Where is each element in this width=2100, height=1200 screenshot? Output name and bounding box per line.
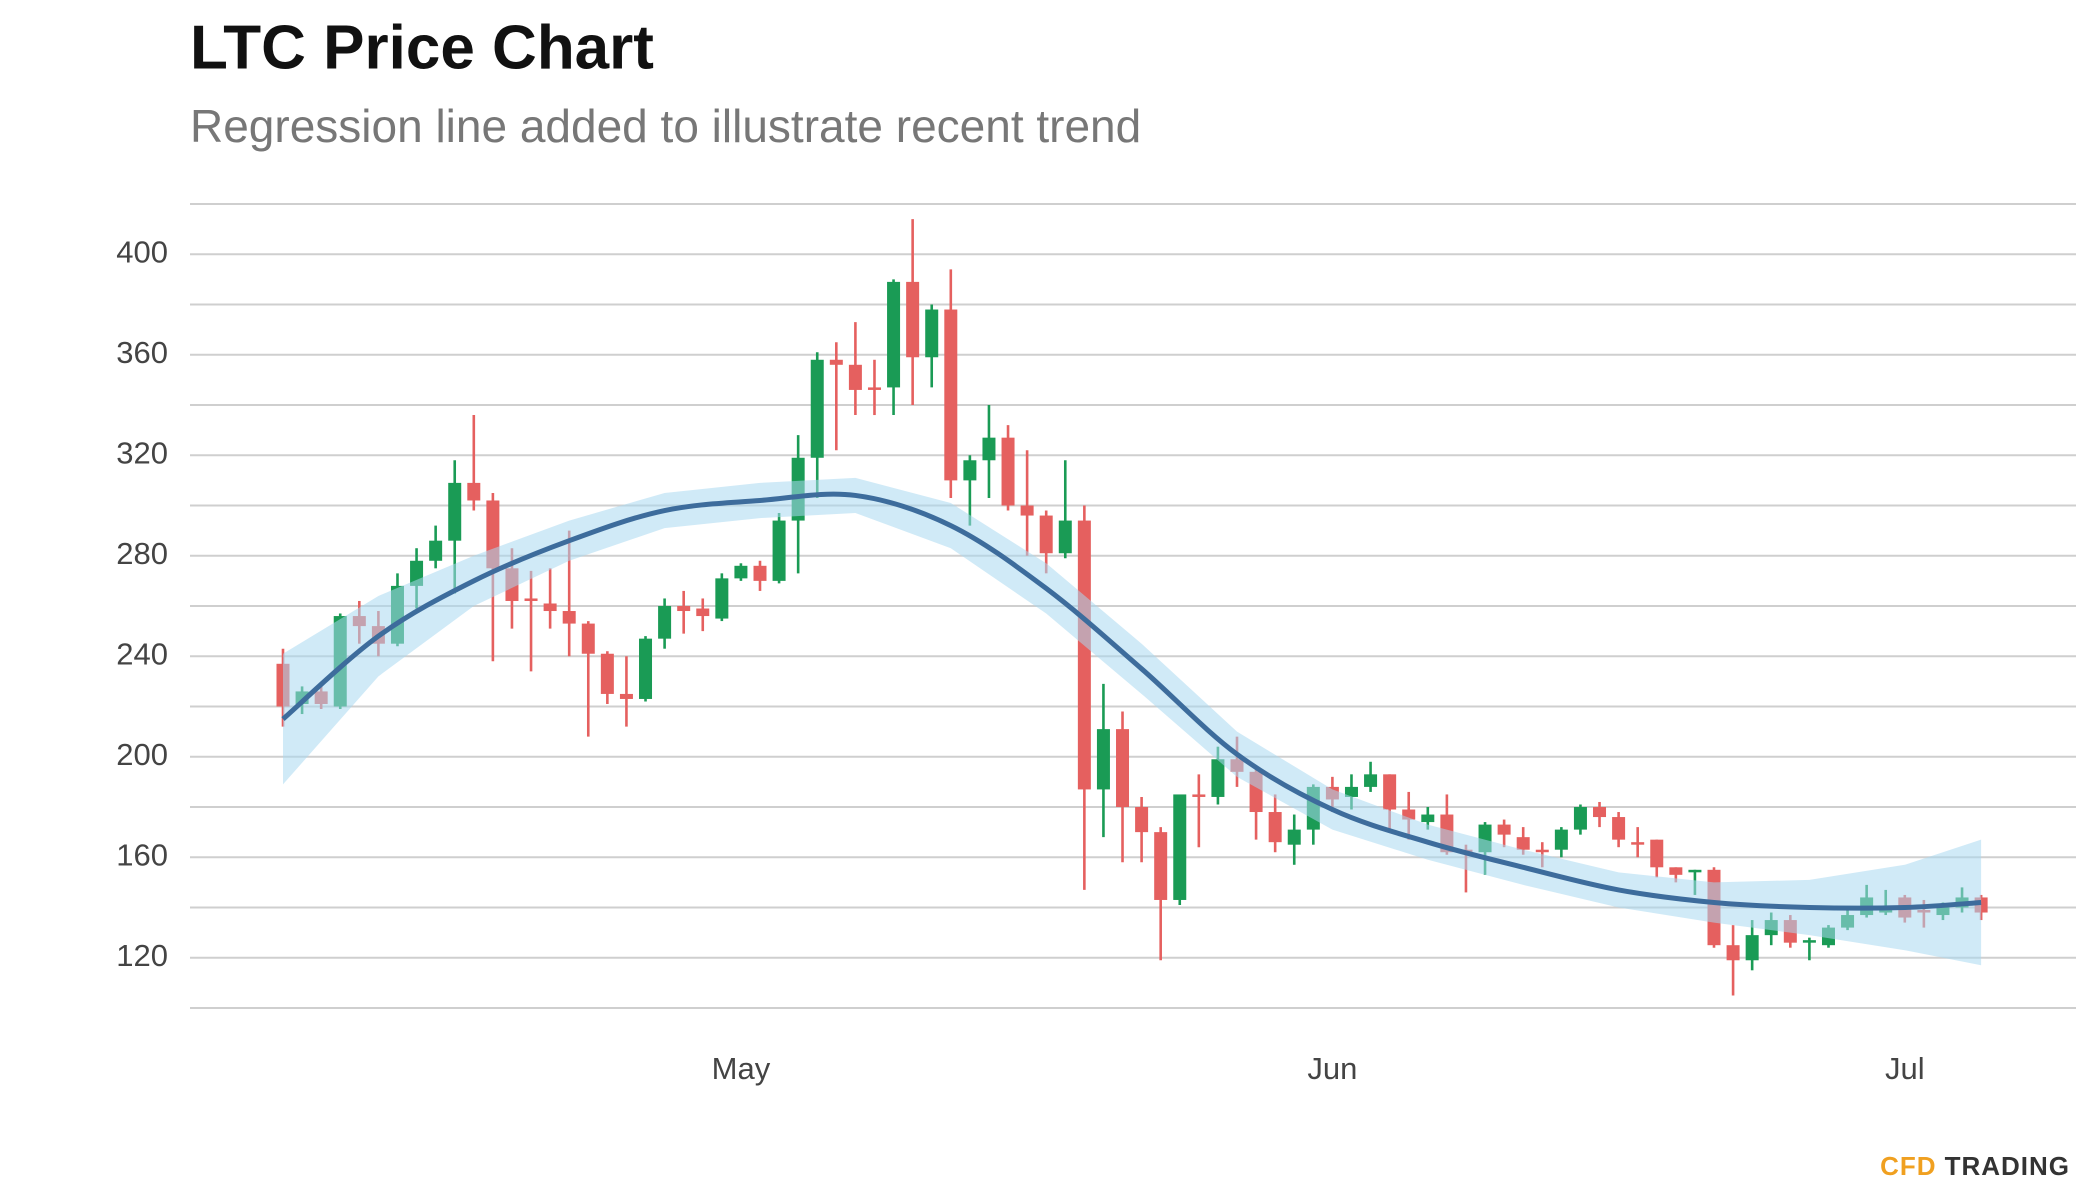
candle-body	[1116, 729, 1130, 807]
candle-body	[1612, 817, 1626, 840]
candle-body	[1421, 814, 1435, 823]
candle-body	[562, 611, 576, 624]
candle-body	[1726, 945, 1740, 961]
candle-body	[1688, 869, 1702, 873]
y-tick-label: 160	[116, 837, 168, 872]
candle-body	[1039, 515, 1053, 554]
candle-body	[677, 606, 691, 612]
candle-body	[906, 281, 920, 358]
y-tick-label: 320	[116, 435, 168, 470]
candle-body	[1802, 940, 1816, 943]
candle-body	[1154, 832, 1168, 900]
x-tick-label: Jun	[1307, 1051, 1357, 1086]
candle-body	[982, 437, 996, 461]
y-tick-label: 240	[116, 636, 168, 671]
brand-part: CFD	[1880, 1151, 1936, 1181]
candle-body	[1535, 849, 1549, 853]
candle-body	[734, 565, 748, 579]
candle-body	[848, 364, 862, 390]
candle-body	[1383, 774, 1397, 810]
candle-body	[639, 638, 653, 699]
candle-body	[1573, 807, 1587, 830]
candle-body	[1669, 867, 1683, 875]
candle-body	[467, 482, 481, 501]
brand-logo: CFD TRADING	[1880, 1151, 2070, 1181]
candle-body	[1173, 794, 1187, 900]
candle-body	[1096, 729, 1110, 790]
candle-body	[543, 603, 557, 612]
candle-body	[1077, 520, 1091, 790]
candle-body	[600, 653, 614, 694]
chart-subtitle: Regression line added to illustrate rece…	[190, 100, 1141, 152]
candle-body	[658, 606, 672, 639]
candle-body	[1135, 807, 1149, 833]
candle-body	[1516, 837, 1530, 850]
candle-body	[1192, 794, 1206, 797]
y-tick-label: 400	[116, 234, 168, 269]
candle-body	[963, 460, 977, 481]
y-tick-label: 360	[116, 335, 168, 370]
y-tick-label: 200	[116, 737, 168, 772]
x-tick-label: Jul	[1885, 1051, 1925, 1086]
candle-body	[696, 608, 710, 617]
candle-body	[1554, 829, 1568, 850]
candle-body	[1344, 786, 1358, 797]
candle-body	[1364, 774, 1378, 787]
candle-body	[1020, 505, 1034, 516]
candle-body	[1268, 812, 1282, 843]
candle-body	[1402, 809, 1416, 820]
candle-body	[944, 309, 958, 481]
candle-body	[829, 359, 843, 365]
candle-body	[1745, 935, 1759, 961]
regression-line	[281, 491, 1982, 911]
y-tick-label: 280	[116, 536, 168, 571]
candle-body	[753, 565, 767, 581]
candle-body	[1211, 759, 1225, 797]
candle-body	[524, 598, 538, 601]
candle-body	[810, 359, 824, 458]
candle-body	[772, 520, 786, 581]
candle-body	[429, 540, 443, 561]
candle-body	[448, 482, 462, 541]
candle-body	[925, 309, 939, 358]
candle-body	[581, 623, 595, 654]
candle-body	[887, 281, 901, 388]
candle-body	[1593, 807, 1607, 818]
candle-body	[1058, 520, 1072, 554]
candle-body	[715, 578, 729, 619]
chart-title: LTC Price Chart	[190, 13, 654, 82]
candle-body	[619, 693, 633, 699]
candle-body	[1001, 437, 1015, 506]
candle-body	[1497, 824, 1511, 835]
brand-part: TRADING	[1945, 1151, 2070, 1181]
candle-body	[1287, 829, 1301, 845]
confidence-band	[283, 477, 1982, 966]
y-tick-label: 120	[116, 938, 168, 973]
candle-body	[1650, 839, 1664, 868]
x-tick-label: May	[712, 1051, 771, 1086]
candle-body	[867, 387, 881, 390]
candle-body	[1631, 842, 1645, 845]
